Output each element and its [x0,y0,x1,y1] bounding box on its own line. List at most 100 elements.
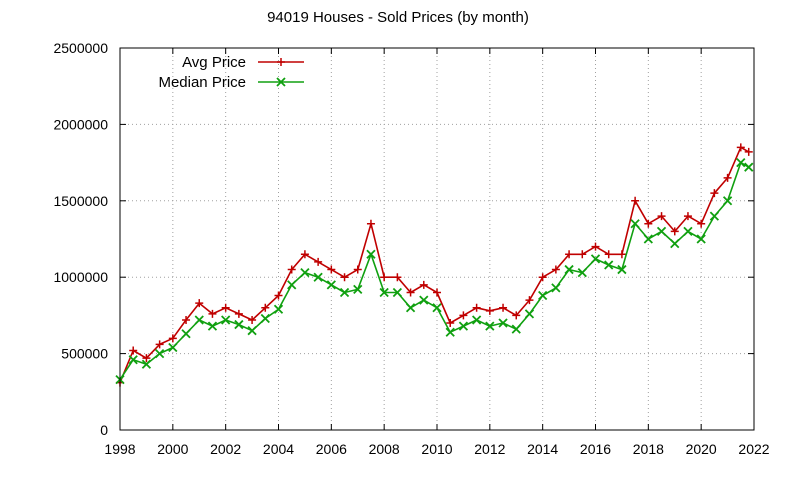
avg-price-point [353,265,362,274]
avg-price-point [512,311,521,320]
avg-price-point [300,250,309,259]
y-tick-label: 2000000 [53,116,108,132]
median-price-point [643,234,653,244]
median-price-point [221,315,231,325]
avg-price-point [155,340,164,349]
median-price-point [392,287,403,298]
avg-price-point [314,257,323,266]
avg-price-point [142,354,151,363]
median-price-point [744,162,754,172]
median-price-point [379,287,389,298]
median-price-point [617,264,627,275]
avg-price-point [459,311,468,320]
avg-price-point [631,196,640,205]
avg-price-point [499,303,508,312]
avg-price-point [287,265,296,274]
median-price-point [458,321,469,331]
median-price-point [366,249,376,259]
avg-price-point [578,250,587,259]
median-price-point [353,284,363,295]
median-price-point [207,321,218,331]
median-price-point [181,329,191,339]
median-price-line [119,161,750,381]
avg-price-point [723,173,732,182]
avg-price-point [657,212,666,221]
avg-price-point [208,309,217,318]
avg-price-point [221,303,230,312]
median-price-point [564,264,574,275]
avg-price-point [366,219,375,228]
x-tick-label: 2012 [474,441,505,457]
avg-price-point [617,250,626,259]
avg-price-point [261,303,270,312]
avg-price-point [744,147,753,156]
median-price-point [498,318,508,328]
median-price-point [128,355,138,365]
avg-price-point [683,212,692,221]
avg-price-point [274,291,283,300]
avg-price-point [591,242,600,251]
avg-price-point [604,250,613,259]
median-price-point [247,326,257,336]
x-tick-label: 2008 [369,441,400,457]
median-price-point [445,327,455,337]
x-tick-label: 2002 [210,441,241,457]
median-price-point [471,315,482,325]
median-price-point [604,260,614,270]
median-price-point [260,313,270,324]
avg-price-point [234,309,243,318]
chart-title: 94019 Houses - Sold Prices (by month) [267,9,529,26]
tick-labels: 1998 2000 2002 2004 2006 2008 2010 2012 2014 2016… [53,40,769,457]
median-price-point [276,77,286,87]
avg-price-point [195,299,204,308]
median-price-point [300,267,310,278]
median-price-point [656,226,667,236]
x-tick-label: 2020 [686,441,717,457]
median-price-point [524,309,535,319]
grid-lines [120,48,754,430]
median-price-series [115,157,754,385]
median-price-point [538,290,548,301]
median-price-point [511,324,521,334]
avg-price-point [129,346,138,355]
median-price-point [287,280,297,290]
avg-price-point [406,288,415,297]
median-price-point [234,319,244,330]
legend-label-avg-price: Avg Price [182,54,246,71]
median-price-point [154,348,165,359]
median-price-point [736,157,746,168]
avg-price-point [697,219,706,228]
x-tick-label: 2000 [157,441,188,457]
median-price-point [313,272,323,282]
avg-price-point [340,273,349,282]
median-price-point [696,234,706,244]
median-price-point [168,342,178,353]
x-tick-label: 2004 [263,441,294,457]
avg-price-point [393,273,402,282]
median-price-point [683,226,693,236]
median-price-point [432,303,442,313]
avg-price-point [551,265,560,274]
median-price-point [670,238,680,249]
x-tick-label: 2014 [527,441,558,457]
avg-price-point [446,319,455,328]
series-layer [115,143,754,387]
x-tick-label: 2010 [421,441,452,457]
avg-price-point [327,265,336,274]
x-tick-label: 1998 [104,441,135,457]
x-tick-label: 2018 [633,441,664,457]
avg-price-point [644,219,653,228]
median-price-point [405,303,416,313]
avg-price-point [670,227,679,236]
median-price-point [273,304,284,314]
avg-price-line [119,146,750,383]
avg-price-point [433,288,441,297]
x-tick-label: 2006 [316,441,347,457]
median-price-point [709,211,720,221]
median-price-point [551,283,561,293]
avg-price-point [485,306,494,315]
median-price-point [339,287,350,298]
median-price-point [722,196,733,206]
median-price-point [326,280,336,290]
avg-price-point [380,273,389,282]
